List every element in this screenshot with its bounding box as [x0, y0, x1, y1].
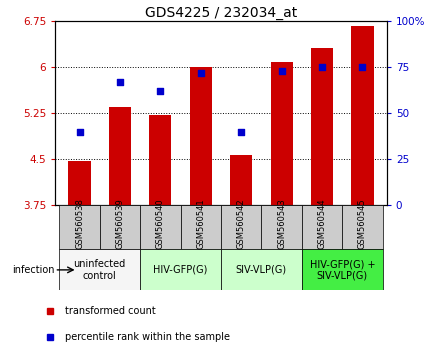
- Bar: [221, 205, 261, 250]
- Bar: [68, 161, 91, 205]
- Text: GSM560538: GSM560538: [75, 198, 84, 249]
- Point: [278, 68, 285, 74]
- Bar: [149, 115, 171, 205]
- Point: [319, 64, 326, 70]
- Bar: [351, 25, 374, 205]
- Point: [238, 129, 245, 135]
- Text: GSM560539: GSM560539: [116, 198, 125, 249]
- Bar: [100, 205, 140, 250]
- Text: GSM560540: GSM560540: [156, 198, 165, 249]
- Text: uninfected
control: uninfected control: [74, 259, 126, 281]
- Point: [197, 70, 204, 76]
- Bar: [221, 250, 302, 290]
- Text: HIV-GFP(G): HIV-GFP(G): [153, 265, 208, 275]
- Bar: [302, 205, 342, 250]
- Text: percentile rank within the sample: percentile rank within the sample: [65, 332, 230, 342]
- Bar: [190, 67, 212, 205]
- Text: GSM560542: GSM560542: [237, 198, 246, 249]
- Bar: [230, 155, 252, 205]
- Bar: [109, 107, 131, 205]
- Point: [157, 88, 164, 94]
- Bar: [140, 250, 221, 290]
- Bar: [271, 62, 293, 205]
- Title: GDS4225 / 232034_at: GDS4225 / 232034_at: [145, 6, 297, 20]
- Bar: [261, 205, 302, 250]
- Bar: [302, 250, 382, 290]
- Bar: [342, 205, 382, 250]
- Text: HIV-GFP(G) +
SIV-VLP(G): HIV-GFP(G) + SIV-VLP(G): [309, 259, 375, 281]
- Text: infection: infection: [12, 265, 54, 275]
- Text: SIV-VLP(G): SIV-VLP(G): [236, 265, 287, 275]
- Text: GSM560543: GSM560543: [277, 198, 286, 249]
- Bar: [140, 205, 181, 250]
- Bar: [60, 250, 140, 290]
- Text: GSM560541: GSM560541: [196, 198, 205, 249]
- Bar: [60, 205, 100, 250]
- Bar: [311, 48, 333, 205]
- Point: [76, 129, 83, 135]
- Text: GSM560544: GSM560544: [317, 198, 326, 249]
- Text: transformed count: transformed count: [65, 306, 156, 316]
- Point: [359, 64, 366, 70]
- Text: GSM560545: GSM560545: [358, 198, 367, 249]
- Bar: [181, 205, 221, 250]
- Point: [116, 79, 123, 85]
